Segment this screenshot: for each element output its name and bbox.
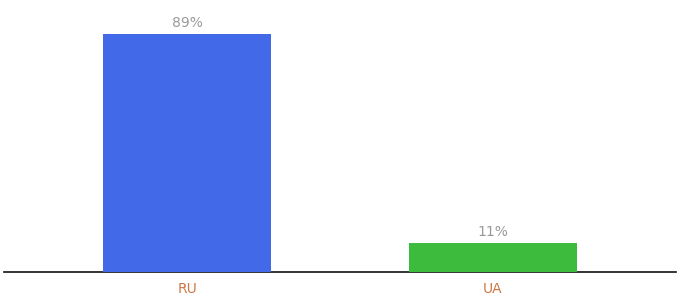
Bar [103, 34, 271, 272]
Text: 11%: 11% [477, 225, 508, 238]
Bar [409, 243, 577, 272]
Text: 89%: 89% [172, 16, 203, 30]
